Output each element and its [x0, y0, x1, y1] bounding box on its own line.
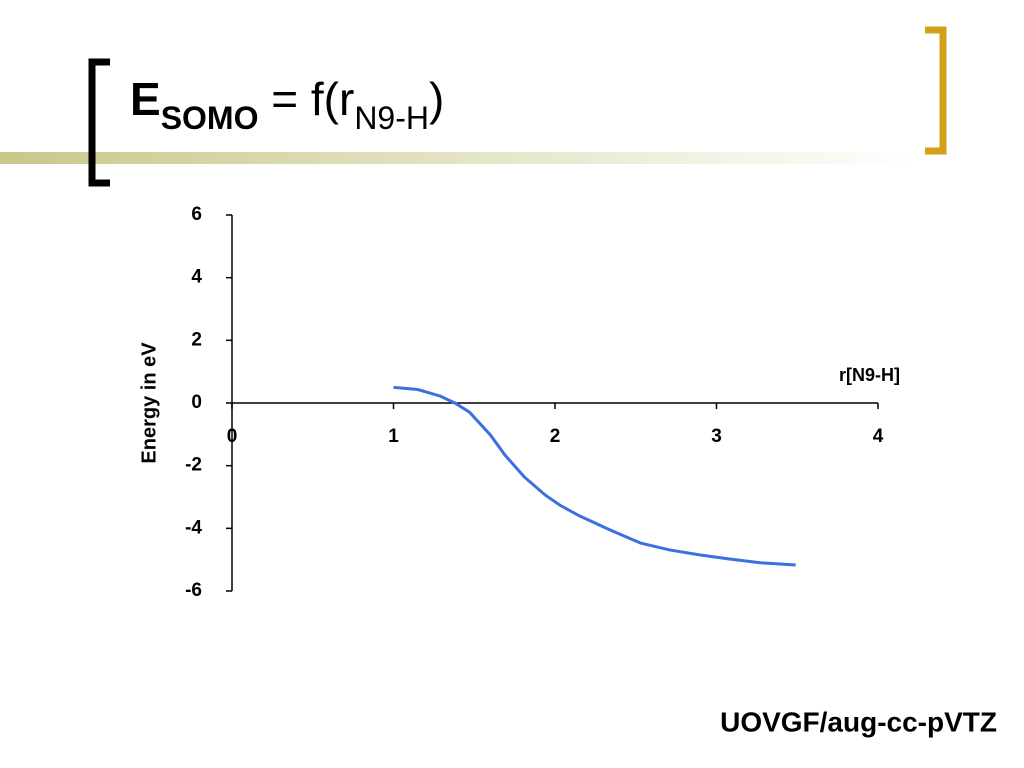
x-tick-label: 3 — [711, 426, 722, 447]
y-axis-label: Energy in eV — [138, 342, 160, 464]
data-line — [393, 385, 796, 567]
title-part: ) — [429, 73, 444, 125]
x-axis-label: r[N9-H] — [839, 365, 900, 385]
title-sub: SOMO — [161, 100, 259, 136]
x-tick-label: 0 — [227, 426, 238, 447]
y-tick-label: 6 — [191, 204, 202, 225]
y-tick-label: -4 — [185, 517, 202, 538]
x-tick-label: 1 — [388, 426, 399, 447]
y-tick-label: 0 — [191, 392, 202, 413]
title-part: = f(r — [258, 73, 354, 125]
left-bracket — [88, 58, 110, 187]
x-tick-label: 4 — [873, 426, 884, 447]
slide-title: ESOMO = f(rN9-H) — [130, 73, 444, 136]
footer: UOVGF/aug-cc-pVTZ — [720, 706, 997, 737]
y-tick-label: 4 — [191, 267, 202, 288]
title-part: E — [130, 73, 161, 125]
y-tick-label: -2 — [185, 455, 202, 476]
y-tick-label: -6 — [185, 580, 202, 601]
right-bracket — [925, 26, 947, 155]
y-tick-label: 2 — [191, 329, 202, 350]
title-sub: N9-H — [354, 100, 429, 136]
x-tick-label: 2 — [550, 426, 561, 447]
title-rule — [0, 152, 920, 164]
